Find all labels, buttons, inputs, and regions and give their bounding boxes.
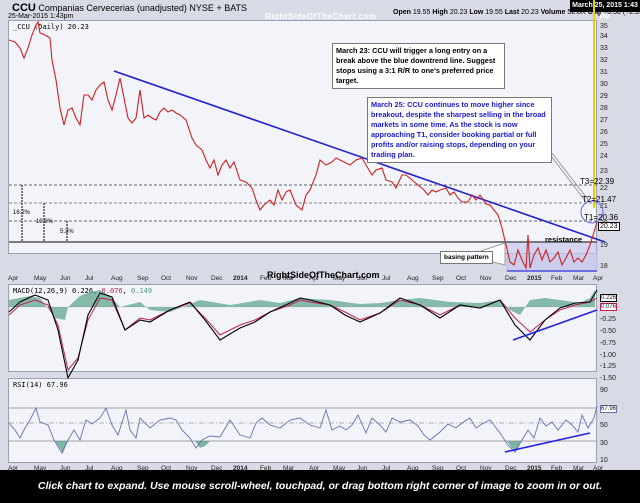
rsi-panel: RSI(14) 67.96: [8, 378, 597, 463]
target-t3: T3=22.39: [580, 177, 615, 186]
price-line: [8, 20, 598, 271]
chart-frame[interactable]: CCU Companias Cervecerias (unadjusted) N…: [0, 0, 640, 472]
basing-pattern-label: basing pattern: [440, 251, 493, 264]
bottom-x-axis: Apr May Jun Jul Aug Sep Oct Nov Dec 2014 Feb Mar Apr…: [8, 465, 604, 472]
watermark: RightSideOfTheChart.com: [265, 12, 377, 21]
price-legend: _CCU (Daily) 20.23: [13, 23, 89, 31]
note-march-23: March 23: CCU will trigger a long entry …: [332, 43, 505, 89]
macd-histogram: [9, 290, 595, 320]
last-price-marker: 20.23: [598, 222, 620, 231]
rsi-legend: RSI(14) 67.96: [13, 381, 68, 389]
macd-line: [8, 289, 598, 380]
high-value: 20.23: [449, 9, 468, 16]
chart-graphics: [8, 0, 606, 454]
volume-value: 52.8K: [567, 9, 586, 16]
open-value: 19.55: [412, 9, 431, 16]
pct-label-5: 5.3%: [60, 229, 74, 235]
pct-label-16: 16.2%: [13, 210, 31, 216]
footer-instructions: Click chart to expand. Use mouse scroll-…: [0, 470, 640, 503]
macd-divergence-line: [512, 309, 598, 341]
resistance-label: resistance: [545, 235, 583, 244]
last-value: 20.23: [521, 9, 539, 16]
rsi-line: [8, 405, 598, 454]
pct-label-10: 10.0%: [36, 219, 54, 225]
basing-zone: [506, 241, 598, 272]
chart-date: 25-Mar-2015 1:43pm: [8, 13, 74, 20]
downtrend-line: [113, 70, 606, 243]
note-march-25: March 25: CCU continues to move higher s…: [367, 97, 552, 163]
timestamp-badge: March 25, 2015 1:43 PM: [570, 0, 640, 21]
chart-title: CCU Companias Cervecerias (unadjusted) N…: [12, 2, 247, 14]
site-watermark: RightSideOfTheChart.com: [267, 270, 380, 280]
rsi-divergence-line: [504, 432, 591, 453]
low-value: 19.55: [485, 9, 503, 16]
change-value: +0.58 (+2.95%): [603, 9, 640, 16]
target-t1: T1=20.36: [584, 213, 619, 222]
target-t2: T2=21.47: [582, 195, 617, 204]
company-name: Companias Cervecerias (unadjusted) NYSE …: [38, 3, 248, 13]
symbol: CCU: [12, 2, 36, 14]
price-x-axis: Apr May Jun Jul Aug Sep Oct Nov Dec 2014 Feb Mar Apr…: [8, 275, 604, 282]
